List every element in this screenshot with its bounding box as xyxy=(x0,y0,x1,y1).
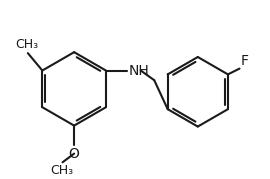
Text: NH: NH xyxy=(128,64,149,78)
Text: O: O xyxy=(69,147,80,161)
Text: CH₃: CH₃ xyxy=(50,164,73,177)
Text: F: F xyxy=(241,54,248,68)
Text: CH₃: CH₃ xyxy=(15,38,38,51)
